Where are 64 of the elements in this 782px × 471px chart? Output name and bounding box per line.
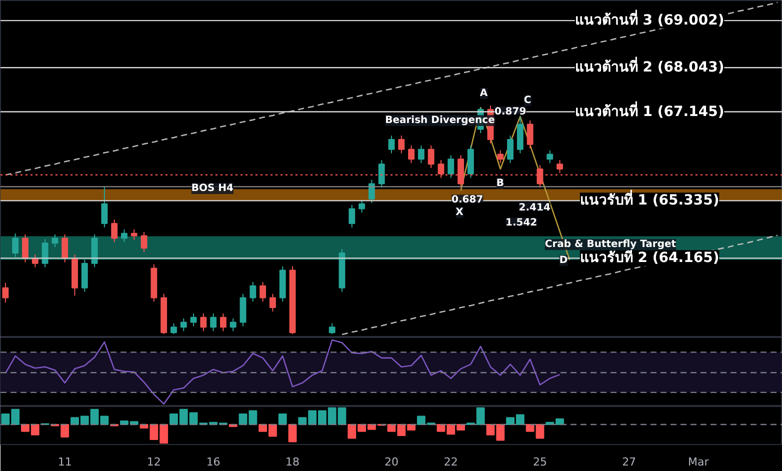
candlestick xyxy=(418,144,424,164)
candlestick xyxy=(180,318,187,332)
candlestick xyxy=(388,135,395,154)
annotation: C xyxy=(524,95,532,106)
x-tick-label: 22 xyxy=(444,456,458,468)
ref-line-label: แนวต้านที่ 2 (68.043) xyxy=(574,56,724,76)
candlestick xyxy=(170,322,177,335)
x-tick-label: 27 xyxy=(622,456,636,468)
bar xyxy=(288,424,297,442)
candlestick xyxy=(12,232,19,258)
candlestick xyxy=(230,318,236,332)
x-tick-label: 25 xyxy=(532,456,547,468)
candlestick xyxy=(269,293,276,312)
candlestick xyxy=(2,282,9,304)
annotation: 0.879 xyxy=(494,106,526,118)
bar xyxy=(278,414,287,425)
candlestick xyxy=(260,281,266,302)
annotation: Bearish Divergence xyxy=(385,114,496,126)
candlestick xyxy=(200,312,207,332)
ref-line-label: แนวต้านที่ 1 (67.145) xyxy=(574,100,724,120)
x-tick-label: Mar xyxy=(688,456,710,468)
candlestick xyxy=(368,179,375,204)
candlestick xyxy=(546,150,554,164)
candlestick xyxy=(408,144,415,164)
annotation: BOS H4 xyxy=(191,183,234,194)
candlestick xyxy=(328,322,336,335)
annotation: A xyxy=(480,88,488,100)
x-tick-label: 12 xyxy=(146,456,161,468)
x-tick-label: 18 xyxy=(286,456,300,468)
candlestick xyxy=(52,234,58,248)
x-tick-label: 11 xyxy=(58,456,72,468)
candlestick xyxy=(190,312,197,327)
annotation: 2.414 xyxy=(518,202,550,214)
annotation: D xyxy=(559,255,568,266)
candlestick xyxy=(348,204,356,228)
candlestick xyxy=(556,160,563,174)
candlestick xyxy=(62,234,68,263)
candlestick xyxy=(358,199,366,214)
annotation: B xyxy=(496,178,504,189)
candlestick xyxy=(250,281,256,302)
annotation: 0.687 xyxy=(452,194,484,206)
candlestick xyxy=(526,120,534,149)
ref-line-label: แนวรับที่ 1 (65.335) xyxy=(580,190,720,209)
candlestick xyxy=(378,160,385,188)
candlestick xyxy=(507,135,514,164)
annotation: X xyxy=(456,206,464,218)
candlestick xyxy=(140,231,148,253)
candlestick xyxy=(22,234,28,263)
candlestick xyxy=(428,144,434,169)
candlestick xyxy=(111,219,118,243)
candlestick xyxy=(121,228,128,243)
candlestick xyxy=(220,312,226,332)
annotation: Crab & Butterfly Target xyxy=(544,238,676,250)
candlestick xyxy=(398,135,405,154)
annotation: 1.542 xyxy=(505,218,538,229)
candlestick xyxy=(497,150,504,164)
ref-line-label: แนวต้านที่ 3 (69.002) xyxy=(574,10,724,29)
candlestick xyxy=(448,154,454,178)
x-tick-label: 20 xyxy=(384,456,398,468)
candlestick xyxy=(210,312,217,332)
x-tick-label: 16 xyxy=(206,456,220,468)
candlestick xyxy=(130,228,138,240)
candlestick xyxy=(42,238,48,268)
candlestick xyxy=(101,186,108,228)
